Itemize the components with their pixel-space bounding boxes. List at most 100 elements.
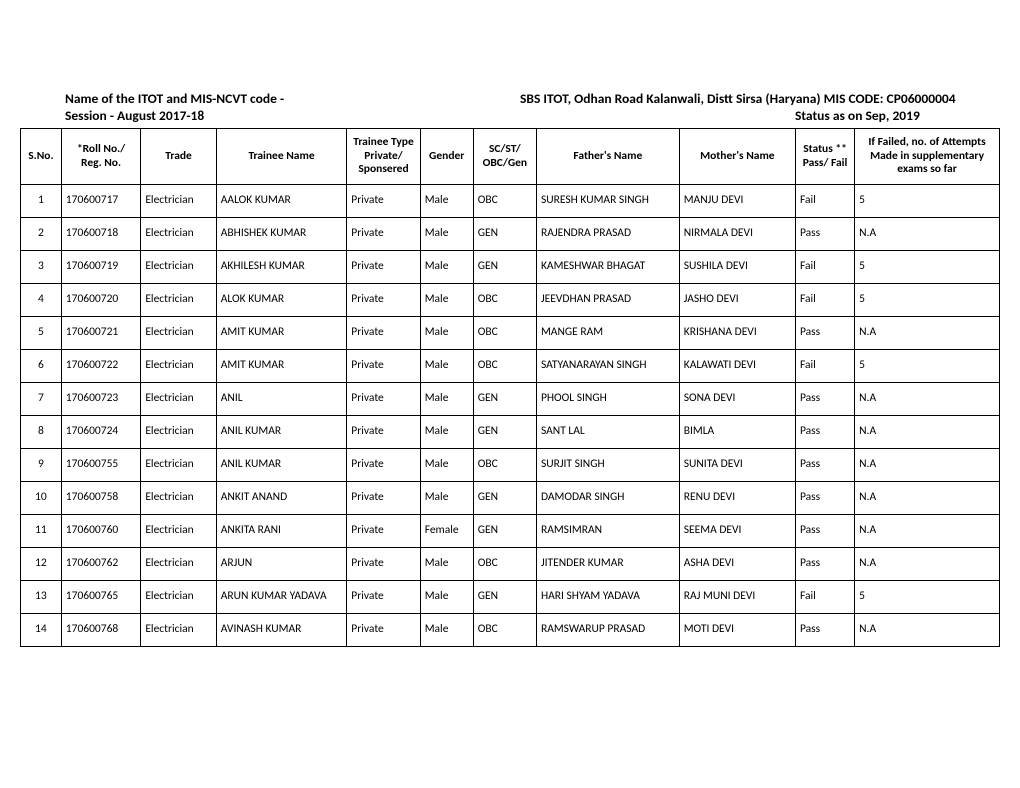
- cell-name: AMIT KUMAR: [216, 317, 347, 350]
- header-itot-label: Name of the ITOT and MIS-NCVT code -: [65, 90, 520, 107]
- cell-gender: Male: [420, 251, 473, 284]
- cell-trade: Electrician: [141, 482, 216, 515]
- cell-status: Pass: [795, 548, 854, 581]
- cell-mother: ASHA DEVI: [679, 548, 795, 581]
- cell-roll: 170600765: [61, 581, 141, 614]
- cell-attempts: N.A: [855, 614, 1000, 647]
- cell-name: ANIL: [216, 383, 347, 416]
- cell-trade: Electrician: [141, 251, 216, 284]
- cell-name: AVINASH KUMAR: [216, 614, 347, 647]
- cell-trade: Electrician: [141, 416, 216, 449]
- cell-name: AKHILESH KUMAR: [216, 251, 347, 284]
- cell-father: RAMSIMRAN: [536, 515, 679, 548]
- cell-type: Private: [347, 449, 420, 482]
- cell-roll: 170600724: [61, 416, 141, 449]
- cell-gender: Male: [420, 614, 473, 647]
- cell-sno: 4: [21, 284, 62, 317]
- cell-roll: 170600755: [61, 449, 141, 482]
- cell-trade: Electrician: [141, 515, 216, 548]
- cell-father: MANGE RAM: [536, 317, 679, 350]
- cell-roll: 170600758: [61, 482, 141, 515]
- cell-sno: 1: [21, 185, 62, 218]
- cell-gender: Male: [420, 581, 473, 614]
- cell-sno: 5: [21, 317, 62, 350]
- cell-father: KAMESHWAR BHAGAT: [536, 251, 679, 284]
- cell-mother: MOTI DEVI: [679, 614, 795, 647]
- cell-gender: Male: [420, 482, 473, 515]
- cell-attempts: 5: [855, 251, 1000, 284]
- cell-father: RAMSWARUP PRASAD: [536, 614, 679, 647]
- cell-roll: 170600717: [61, 185, 141, 218]
- col-gender: Gender: [420, 129, 473, 185]
- cell-sno: 11: [21, 515, 62, 548]
- cell-father: JITENDER KUMAR: [536, 548, 679, 581]
- cell-trade: Electrician: [141, 218, 216, 251]
- cell-father: SURJIT SINGH: [536, 449, 679, 482]
- header-row-2: Session - August 2017-18 Status as on Se…: [65, 107, 1000, 124]
- cell-gender: Male: [420, 416, 473, 449]
- cell-mother: NIRMALA DEVI: [679, 218, 795, 251]
- document-page: Name of the ITOT and MIS-NCVT code - SBS…: [0, 0, 1020, 667]
- cell-attempts: N.A: [855, 416, 1000, 449]
- cell-gender: Male: [420, 350, 473, 383]
- cell-roll: 170600720: [61, 284, 141, 317]
- cell-type: Private: [347, 482, 420, 515]
- table-row: 12 170600762 Electrician ARJUN Private M…: [21, 548, 1000, 581]
- cell-attempts: N.A: [855, 548, 1000, 581]
- cell-status: Pass: [795, 449, 854, 482]
- cell-sno: 13: [21, 581, 62, 614]
- cell-mother: RAJ MUNI DEVI: [679, 581, 795, 614]
- table-row: 10 170600758 Electrician ANKIT ANAND Pri…: [21, 482, 1000, 515]
- cell-category: GEN: [473, 515, 536, 548]
- cell-type: Private: [347, 218, 420, 251]
- cell-status: Pass: [795, 482, 854, 515]
- header-status-date: Status as on Sep, 2019: [795, 107, 1000, 124]
- cell-name: ANKIT ANAND: [216, 482, 347, 515]
- cell-roll: 170600718: [61, 218, 141, 251]
- header-itot-value: SBS ITOT, Odhan Road Kalanwali, Distt Si…: [520, 90, 1000, 107]
- table-row: 9 170600755 Electrician ANIL KUMAR Priva…: [21, 449, 1000, 482]
- cell-gender: Female: [420, 515, 473, 548]
- cell-status: Pass: [795, 416, 854, 449]
- cell-father: SURESH KUMAR SINGH: [536, 185, 679, 218]
- table-row: 8 170600724 Electrician ANIL KUMAR Priva…: [21, 416, 1000, 449]
- cell-gender: Male: [420, 449, 473, 482]
- cell-attempts: N.A: [855, 218, 1000, 251]
- cell-attempts: N.A: [855, 515, 1000, 548]
- cell-type: Private: [347, 251, 420, 284]
- cell-mother: MANJU DEVI: [679, 185, 795, 218]
- cell-type: Private: [347, 614, 420, 647]
- cell-attempts: 5: [855, 350, 1000, 383]
- cell-status: Pass: [795, 515, 854, 548]
- cell-type: Private: [347, 515, 420, 548]
- cell-father: HARI SHYAM YADAVA: [536, 581, 679, 614]
- cell-roll: 170600768: [61, 614, 141, 647]
- cell-category: GEN: [473, 218, 536, 251]
- cell-mother: SUSHILA DEVI: [679, 251, 795, 284]
- cell-father: DAMODAR SINGH: [536, 482, 679, 515]
- cell-gender: Male: [420, 218, 473, 251]
- cell-roll: 170600721: [61, 317, 141, 350]
- cell-trade: Electrician: [141, 317, 216, 350]
- cell-category: OBC: [473, 449, 536, 482]
- cell-name: ARJUN: [216, 548, 347, 581]
- table-row: 13 170600765 Electrician ARUN KUMAR YADA…: [21, 581, 1000, 614]
- table-body: 1 170600717 Electrician AALOK KUMAR Priv…: [21, 185, 1000, 647]
- cell-status: Fail: [795, 284, 854, 317]
- cell-type: Private: [347, 416, 420, 449]
- cell-sno: 7: [21, 383, 62, 416]
- cell-category: OBC: [473, 185, 536, 218]
- cell-status: Pass: [795, 218, 854, 251]
- cell-name: ABHISHEK KUMAR: [216, 218, 347, 251]
- table-row: 4 170600720 Electrician ALOK KUMAR Priva…: [21, 284, 1000, 317]
- cell-mother: KRISHANA DEVI: [679, 317, 795, 350]
- cell-category: GEN: [473, 482, 536, 515]
- cell-trade: Electrician: [141, 449, 216, 482]
- cell-mother: SONA DEVI: [679, 383, 795, 416]
- cell-sno: 6: [21, 350, 62, 383]
- cell-attempts: N.A: [855, 383, 1000, 416]
- cell-roll: 170600760: [61, 515, 141, 548]
- cell-status: Fail: [795, 185, 854, 218]
- col-mother: Mother's Name: [679, 129, 795, 185]
- table-row: 14 170600768 Electrician AVINASH KUMAR P…: [21, 614, 1000, 647]
